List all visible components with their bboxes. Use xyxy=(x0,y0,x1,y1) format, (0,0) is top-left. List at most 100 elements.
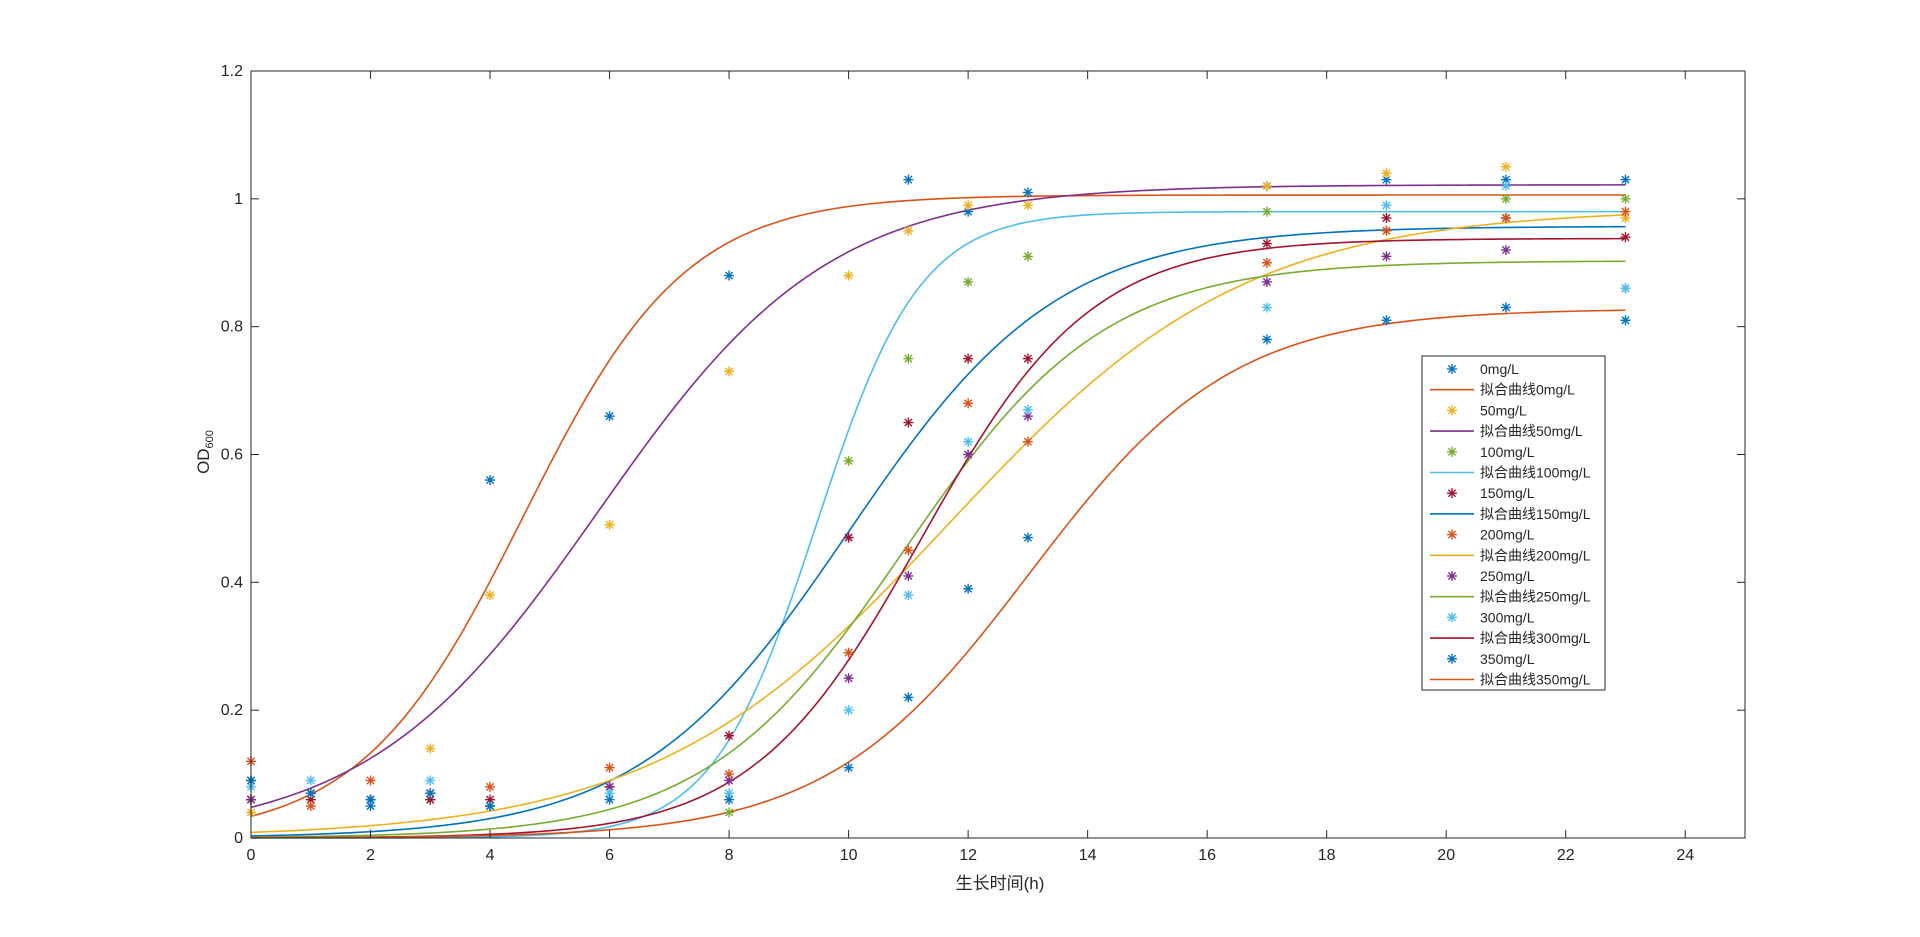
data-point-s6-11 xyxy=(1261,302,1272,313)
data-point-s2-13 xyxy=(1500,193,1511,204)
legend-label-7: 拟合曲线150mg/L xyxy=(1480,506,1591,522)
data-point-s7-3 xyxy=(425,788,436,799)
legend-label-0: 0mg/L xyxy=(1480,361,1519,377)
legend-marker-12 xyxy=(1447,612,1457,623)
data-point-s0-6 xyxy=(724,270,735,281)
data-point-s5-12 xyxy=(1381,251,1392,262)
y-axis-label: OD600 xyxy=(194,430,216,474)
data-point-s7-4 xyxy=(485,801,496,812)
x-tick-label: 22 xyxy=(1557,847,1575,864)
legend-marker-0 xyxy=(1447,364,1457,374)
legend-label-15: 拟合曲线350mg/L xyxy=(1480,672,1591,688)
data-point-s6-12 xyxy=(1381,200,1392,211)
data-point-s2-9 xyxy=(963,276,974,287)
y-tick-label: 0 xyxy=(234,830,243,847)
data-point-s3-7 xyxy=(843,532,854,543)
data-point-s7-13 xyxy=(1500,302,1511,313)
fit-curve-1 xyxy=(250,184,1626,809)
data-point-s5-8 xyxy=(903,570,914,581)
x-tick-label: 20 xyxy=(1437,847,1455,864)
data-point-s6-9 xyxy=(963,436,974,447)
x-tick-label: 4 xyxy=(486,847,495,864)
y-axis-label-subscript: 600 xyxy=(204,430,216,448)
fit-curve-2 xyxy=(251,210,1626,839)
y-tick-label: 0.8 xyxy=(221,319,243,336)
data-point-s4-14 xyxy=(1620,206,1631,217)
fit-curve-7 xyxy=(250,309,1626,839)
data-point-s2-10 xyxy=(1022,251,1033,262)
data-point-s6-7 xyxy=(843,705,854,716)
x-tick-label: 12 xyxy=(959,847,977,864)
y-tick-label: 1 xyxy=(234,191,243,208)
y-tick-label: 0.2 xyxy=(221,702,243,719)
data-point-s4-1 xyxy=(305,801,316,812)
data-point-s2-8 xyxy=(903,353,914,364)
data-point-s0-14 xyxy=(1620,174,1631,185)
data-point-s2-7 xyxy=(843,455,854,466)
data-point-s1-3 xyxy=(425,743,436,754)
legend-label-9: 拟合曲线200mg/L xyxy=(1480,547,1591,563)
data-point-s2-11 xyxy=(1261,206,1272,217)
legend-label-5: 拟合曲线100mg/L xyxy=(1480,465,1591,481)
data-point-s1-6 xyxy=(724,366,735,377)
data-point-s1-9 xyxy=(963,200,974,211)
x-tick-label: 0 xyxy=(247,847,256,864)
data-point-s7-12 xyxy=(1381,315,1392,326)
legend-label-13: 拟合曲线300mg/L xyxy=(1480,630,1591,646)
data-point-s7-10 xyxy=(1022,532,1033,543)
data-point-s4-9 xyxy=(963,398,974,409)
data-point-s2-6 xyxy=(724,807,735,818)
data-point-s7-6 xyxy=(724,794,735,805)
data-point-s4-10 xyxy=(1022,436,1033,447)
data-point-s1-12 xyxy=(1381,168,1392,179)
legend-label-11: 拟合曲线250mg/L xyxy=(1480,589,1591,605)
x-axis-label: 生长时间(h) xyxy=(956,874,1045,893)
data-point-s4-11 xyxy=(1261,257,1272,268)
legend-label-3: 拟合曲线50mg/L xyxy=(1480,423,1583,439)
x-tick-label: 6 xyxy=(605,847,614,864)
data-point-s0-5 xyxy=(604,411,615,422)
data-point-s7-1 xyxy=(305,788,316,799)
data-point-s1-5 xyxy=(604,519,615,530)
data-point-s7-8 xyxy=(903,692,914,703)
data-point-s1-7 xyxy=(843,270,854,281)
fit-curve-5 xyxy=(250,260,1626,838)
legend-marker-10 xyxy=(1447,571,1457,581)
x-tick-label: 18 xyxy=(1318,847,1336,864)
data-point-s6-8 xyxy=(903,590,914,601)
data-point-s6-3 xyxy=(425,775,436,786)
data-point-s3-9 xyxy=(963,353,974,364)
data-point-s2-14 xyxy=(1620,193,1631,204)
data-point-s4-13 xyxy=(1500,213,1511,224)
data-point-s7-11 xyxy=(1261,334,1272,345)
data-point-s7-5 xyxy=(604,794,615,805)
legend: 0mg/L 拟合曲线0mg/L 50mg/L 拟合曲线50mg/L 100mg/L 拟合曲… xyxy=(1421,355,1606,691)
data-point-s4-5 xyxy=(604,762,615,773)
x-tick-label: 24 xyxy=(1676,847,1694,864)
legend-marker-4 xyxy=(1447,446,1457,457)
data-point-s5-13 xyxy=(1500,244,1511,255)
fit-curve-3 xyxy=(250,225,1626,837)
y-tick-label: 0.6 xyxy=(221,447,243,464)
data-point-s6-13 xyxy=(1500,181,1511,192)
data-point-s1-11 xyxy=(1261,181,1272,192)
fit-curve-4 xyxy=(250,214,1626,834)
data-point-s3-3 xyxy=(425,794,436,805)
data-point-s5-10 xyxy=(1022,411,1033,422)
fit-curve-6 xyxy=(250,237,1626,839)
data-point-s1-4 xyxy=(485,590,496,601)
data-point-s0-8 xyxy=(903,174,914,185)
x-tick-label: 14 xyxy=(1079,847,1097,864)
data-point-s5-11 xyxy=(1261,276,1272,287)
legend-label-4: 100mg/L xyxy=(1480,444,1535,460)
plot-area xyxy=(246,161,1631,839)
legend-label-1: 拟合曲线0mg/L xyxy=(1480,382,1575,398)
data-point-s7-2 xyxy=(365,794,376,805)
x-tick-label: 16 xyxy=(1198,847,1216,864)
legend-marker-2 xyxy=(1447,405,1457,416)
legend-label-6: 150mg/L xyxy=(1480,485,1535,501)
legend-label-12: 300mg/L xyxy=(1480,609,1535,625)
legend-marker-8 xyxy=(1447,529,1457,540)
